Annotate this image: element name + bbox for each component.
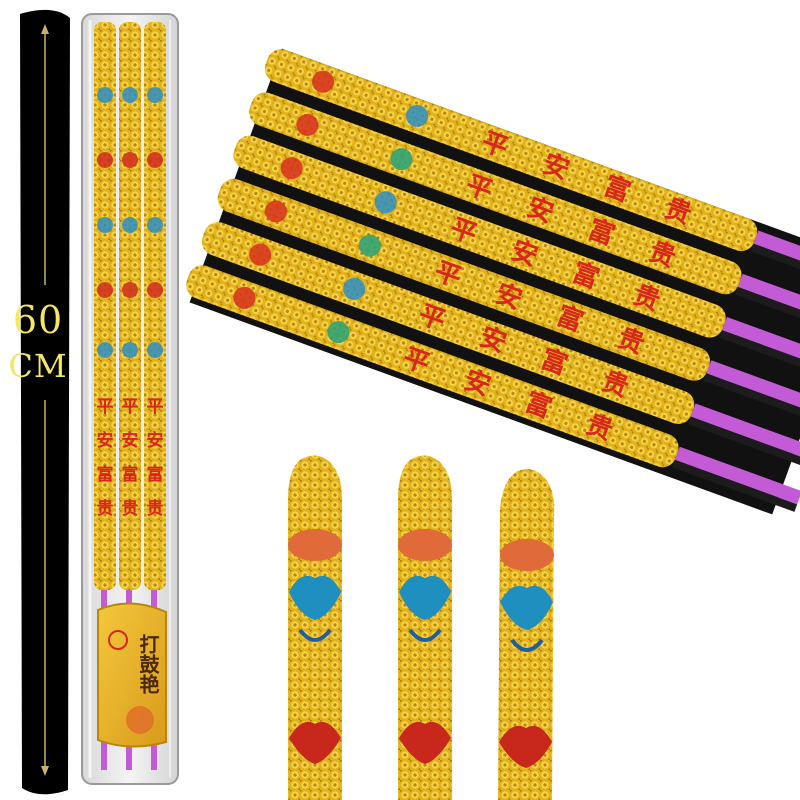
stick-char: 富 <box>147 464 164 485</box>
stick-char: 安 <box>122 430 139 451</box>
stick-tip <box>398 455 452 800</box>
stick-char: 富 <box>122 464 139 485</box>
stick-char: 安 <box>97 430 114 451</box>
stick-tip <box>498 469 555 800</box>
arrow-down-icon <box>41 766 49 776</box>
stick-char: 贵 <box>122 498 139 519</box>
stick-tips-closeup <box>288 455 555 800</box>
stick-char: 贵 <box>147 498 164 519</box>
stick-char: 安 <box>147 430 164 451</box>
stick-char: 富 <box>97 464 114 485</box>
measurement-value: 60 <box>12 298 64 342</box>
stick-char: 贵 <box>97 498 114 519</box>
stick-char: 平 <box>97 397 114 417</box>
package-label: 打鼓艳 <box>97 602 167 748</box>
arrow-up-icon <box>41 24 49 34</box>
fanned-incense-sticks: 平 安 富 贵 平 安 富 贵 平 安 富 贵 平 安 富 贵 平 安 富 贵 <box>186 48 800 515</box>
stick-char: 平 <box>147 397 164 417</box>
stick-char: 平 <box>122 397 139 417</box>
package-label-text: 打鼓艳 <box>136 633 160 695</box>
stick-tip <box>288 455 342 800</box>
measurement-bar <box>20 9 70 795</box>
packaged-incense: 平 平 平 安 安 安 富 富 富 贵 贵 贵 打鼓艳 <box>81 13 179 785</box>
measurement-unit: CM <box>8 347 68 385</box>
